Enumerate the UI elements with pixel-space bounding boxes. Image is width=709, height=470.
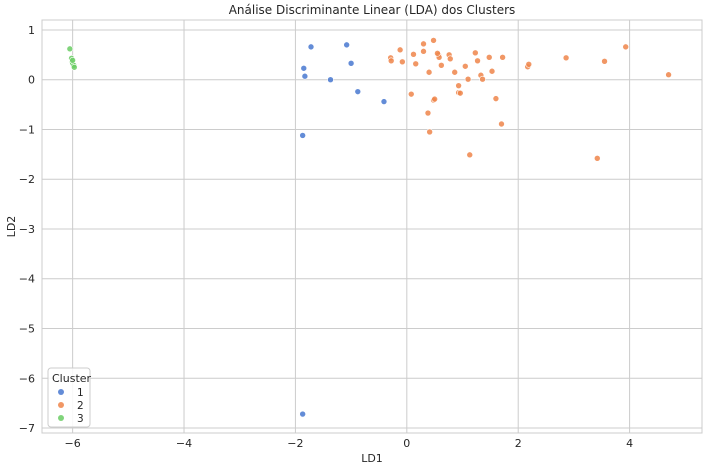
data-point-cluster-1 [301, 72, 309, 80]
data-point-cluster-2 [438, 61, 445, 69]
data-point-cluster-2 [492, 95, 500, 102]
y-tick-label: −4 [19, 273, 35, 286]
y-tick-label: −6 [19, 372, 35, 385]
data-point-cluster-2 [455, 82, 462, 89]
data-point-cluster-2 [466, 151, 474, 159]
data-point-cluster-1 [380, 98, 388, 105]
legend-label-1: 1 [77, 387, 84, 399]
y-tick-label: −3 [19, 223, 35, 236]
legend-title: Cluster [52, 372, 92, 385]
data-point-cluster-2 [430, 37, 437, 44]
data-point-cluster-2 [525, 60, 533, 68]
data-points [66, 37, 672, 418]
legend-label-2: 2 [77, 400, 84, 412]
data-point-cluster-2 [431, 95, 438, 103]
y-tick-label: 1 [28, 24, 35, 37]
x-tick-label: −2 [287, 437, 303, 450]
data-point-cluster-2 [407, 90, 415, 98]
x-tick-label: −4 [176, 437, 192, 450]
data-point-cluster-2 [434, 50, 441, 57]
data-point-cluster-1 [354, 88, 362, 95]
data-point-cluster-2 [601, 57, 608, 65]
y-axis-label: LD2 [5, 216, 18, 238]
data-point-cluster-2 [425, 68, 433, 76]
legend-label-3: 3 [77, 413, 84, 425]
data-point-cluster-2 [562, 54, 570, 62]
legend-marker-2 [58, 402, 64, 408]
data-point-cluster-1 [327, 76, 334, 84]
data-point-cluster-2 [488, 67, 496, 75]
data-point-cluster-2 [472, 49, 479, 57]
data-point-cluster-2 [424, 109, 432, 117]
data-point-cluster-2 [426, 128, 433, 136]
data-point-cluster-2 [498, 120, 505, 128]
data-point-cluster-2 [479, 75, 486, 83]
data-point-cluster-2 [420, 48, 427, 55]
legend-marker-3 [58, 415, 64, 421]
x-tick-label: 0 [403, 437, 410, 450]
data-point-cluster-1 [299, 132, 306, 139]
data-point-cluster-1 [347, 59, 355, 67]
data-point-cluster-2 [396, 46, 404, 54]
data-point-cluster-2 [410, 51, 417, 58]
y-tick-label: −2 [19, 173, 35, 186]
data-point-cluster-2 [665, 71, 672, 79]
data-point-cluster-1 [299, 410, 306, 418]
chart-title: Análise Discriminante Linear (LDA) dos C… [229, 3, 516, 17]
data-point-cluster-2 [446, 55, 454, 63]
y-tick-label: 0 [28, 74, 35, 87]
y-tick-label: −1 [19, 123, 35, 136]
data-point-cluster-2 [451, 68, 459, 76]
x-tick-label: 2 [515, 437, 522, 450]
legend-box [47, 367, 91, 428]
x-tick-label: 4 [626, 437, 633, 450]
data-point-cluster-2 [399, 58, 406, 66]
y-axis-ticks: 1 0 −1 −2 −3 −4 −5 −6 −7 [19, 24, 35, 435]
data-point-cluster-1 [300, 64, 308, 72]
grid [42, 20, 702, 433]
data-point-cluster-2 [474, 57, 481, 65]
data-point-cluster-3 [71, 63, 78, 71]
data-point-cluster-2 [485, 54, 493, 61]
data-point-cluster-1 [343, 41, 350, 49]
legend-entries: 123 [58, 387, 84, 425]
x-axis-label: LD1 [361, 452, 383, 465]
x-axis-ticks: −6 −4 −2 0 2 4 [65, 437, 634, 450]
data-point-cluster-2 [464, 75, 472, 83]
data-point-cluster-2 [499, 54, 506, 61]
data-point-cluster-2 [456, 89, 464, 97]
data-point-cluster-2 [387, 57, 395, 65]
data-point-cluster-2 [412, 60, 420, 68]
plot-area [41, 19, 703, 434]
y-tick-label: −5 [19, 323, 35, 336]
data-point-cluster-2 [593, 155, 601, 162]
data-point-cluster-2 [420, 40, 427, 48]
y-tick-label: −7 [19, 422, 35, 435]
data-point-cluster-3 [66, 45, 74, 53]
x-tick-label: −6 [65, 437, 81, 450]
data-point-cluster-1 [307, 43, 315, 51]
legend-marker-1 [58, 389, 64, 395]
legend: Cluster 123 [47, 367, 92, 428]
data-point-cluster-2 [622, 43, 629, 51]
data-point-cluster-2 [461, 62, 469, 70]
data-point-cluster-3 [69, 57, 76, 64]
